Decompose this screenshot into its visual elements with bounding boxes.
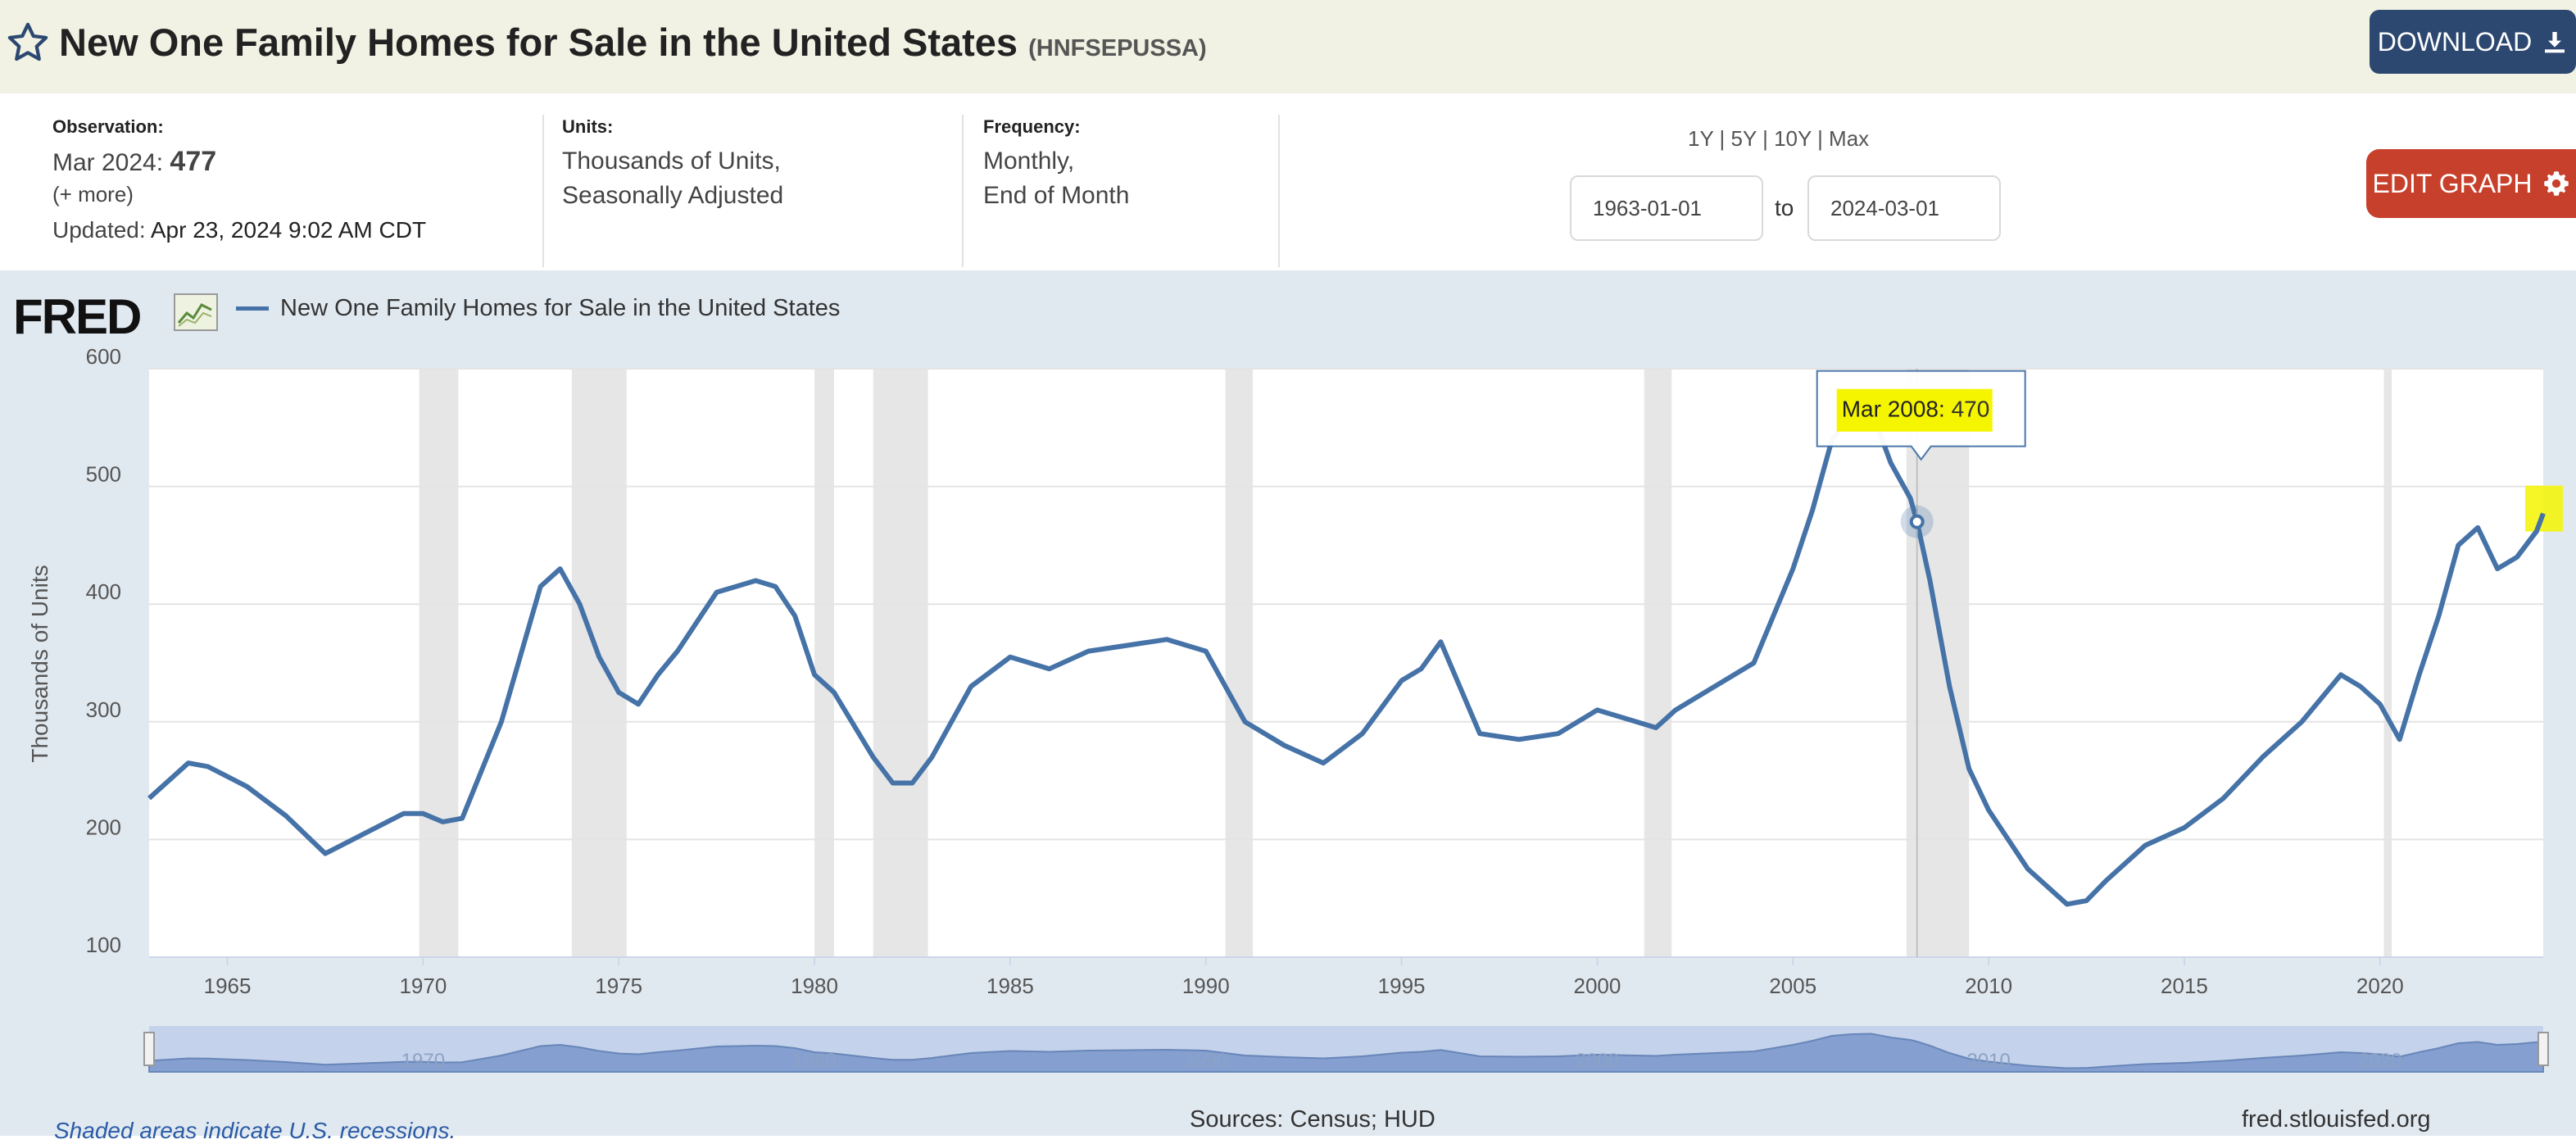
units-label: Units: (562, 116, 614, 137)
source-url[interactable]: fred.stlouisfed.org (2242, 1106, 2431, 1133)
frequency-line2: End of Month (983, 182, 1130, 209)
x-tick-label: 1980 (791, 974, 838, 998)
recession-band (2383, 369, 2392, 957)
divider (962, 115, 964, 267)
chart-icon (174, 293, 218, 331)
divider (1278, 115, 1280, 267)
updated-value: Apr 23, 2024 9:02 AM CDT (150, 217, 427, 243)
fred-logo[interactable]: FRED (13, 288, 142, 345)
edit-graph-label: EDIT GRAPH (2372, 168, 2533, 198)
legend-label: New One Family Homes for Sale in the Uni… (280, 295, 841, 321)
units-line2: Seasonally Adjusted (562, 182, 784, 209)
x-tick-label: 2000 (1574, 974, 1621, 998)
recession-band (1225, 369, 1254, 957)
observation-row: Mar 2024: 477 (52, 144, 426, 180)
x-tick-label: 1970 (399, 974, 447, 998)
navigator-tick-label: 2020 (2358, 1050, 2401, 1072)
hover-marker (1909, 514, 1925, 529)
frequency-label: Frequency: (983, 116, 1081, 137)
navigator-handle[interactable] (143, 1032, 155, 1066)
series-line[interactable] (147, 407, 2546, 907)
tooltip-period: Mar 2008: (1842, 397, 1952, 422)
frequency-block: Frequency: Monthly, End of Month (983, 116, 1129, 213)
updated-row: Updated: Apr 23, 2024 9:02 AM CDT (52, 213, 426, 247)
recession-note: Shaded areas indicate U.S. recessions. (54, 1118, 456, 1143)
legend-swatch (236, 306, 269, 311)
y-axis-label: Thousands of Units (27, 565, 52, 762)
gear-icon (2543, 171, 2569, 196)
x-tick-label: 1990 (1182, 974, 1230, 998)
x-tick-label: 2005 (1769, 974, 1816, 998)
navigator-series (148, 1033, 2544, 1073)
frequency-line1: Monthly, (983, 148, 1075, 175)
navigator-tick-label: 1980 (792, 1050, 836, 1072)
y-tick-label: 400 (86, 579, 121, 604)
updated-label: Updated: (52, 217, 146, 243)
navigator-tick-label: 1990 (1184, 1050, 1227, 1072)
tooltip-text: Mar 2008: 470 (1842, 397, 1990, 422)
recession-band (873, 369, 928, 957)
download-icon (2545, 32, 2565, 53)
y-tick-label: 300 (86, 697, 121, 722)
navigator-handle[interactable] (2537, 1032, 2549, 1066)
navigator-tick-label: 1970 (401, 1050, 445, 1072)
y-tick-label: 500 (86, 462, 121, 487)
x-tick-label: 1985 (986, 974, 1034, 998)
more-link[interactable]: (+ more) (52, 182, 134, 207)
y-tick-label: 200 (86, 815, 121, 839)
start-date-input[interactable]: 1963-01-01 (1570, 175, 1763, 241)
download-label: DOWNLOAD (2377, 26, 2533, 57)
tooltip-highlight (1836, 388, 1993, 432)
chart-legend[interactable]: New One Family Homes for Sale in the Uni… (236, 295, 840, 322)
star-icon[interactable] (5, 20, 51, 66)
tooltip-value: 470 (1952, 397, 1990, 422)
recession-band (1906, 369, 1970, 957)
series-id: (HNFSEPUSSA) (1028, 35, 1207, 61)
latest-value-highlight (2525, 485, 2563, 532)
range-links[interactable]: 1Y | 5Y | 10Y | Max (1688, 126, 1870, 151)
x-tick-label: 1995 (1378, 974, 1426, 998)
units-line1: Thousands of Units, (562, 148, 781, 175)
page-title-text: New One Family Homes for Sale in the Uni… (59, 20, 1018, 64)
observation-block: Observation: Mar 2024: 477 (+ more) Upda… (52, 116, 426, 247)
series-line-end (2515, 512, 2546, 559)
observation-value: 477 (170, 146, 217, 177)
end-date-input[interactable]: 2024-03-01 (1807, 175, 2001, 241)
x-tick-label: 2015 (2161, 974, 2208, 998)
series-metadata: Observation: Mar 2024: 477 (+ more) Upda… (0, 93, 2576, 270)
recession-band (814, 369, 834, 957)
chart-panel: FRED New One Family Homes for Sale in th… (0, 270, 2576, 1143)
observation-period: Mar 2024: (52, 149, 164, 176)
y-tick-label: 100 (86, 933, 121, 957)
navigator-tick-label: 2010 (1966, 1050, 2010, 1072)
recession-band (1644, 369, 1672, 957)
fred-logo-text: FRED (13, 289, 142, 344)
date-to-label: to (1775, 195, 1794, 220)
divider (542, 115, 544, 267)
recession-band (419, 369, 459, 957)
x-tick-label: 1975 (595, 974, 642, 998)
navigator-tick-label: 2000 (1576, 1050, 1619, 1072)
download-button[interactable]: DOWNLOAD (2370, 10, 2576, 74)
title-bar: New One Family Homes for Sale in the Uni… (0, 0, 2576, 93)
units-block: Units: Thousands of Units, Seasonally Ad… (562, 116, 783, 213)
observation-label: Observation: (52, 116, 164, 137)
sources: Sources: Census; HUD (1190, 1106, 1435, 1133)
x-tick-label: 2020 (2356, 974, 2404, 998)
page-title: New One Family Homes for Sale in the Uni… (59, 20, 1207, 65)
x-tick-label: 2010 (1965, 974, 2012, 998)
line-chart[interactable]: 100 200 300 400 500 600 1965 1970 1975 1980 1985 19… (0, 270, 2576, 1136)
plot-area (149, 369, 2543, 957)
x-tick-label: 1965 (204, 974, 252, 998)
y-tick-label: 600 (86, 344, 121, 369)
recession-band (571, 369, 627, 957)
edit-graph-button[interactable]: EDIT GRAPH (2366, 149, 2576, 218)
